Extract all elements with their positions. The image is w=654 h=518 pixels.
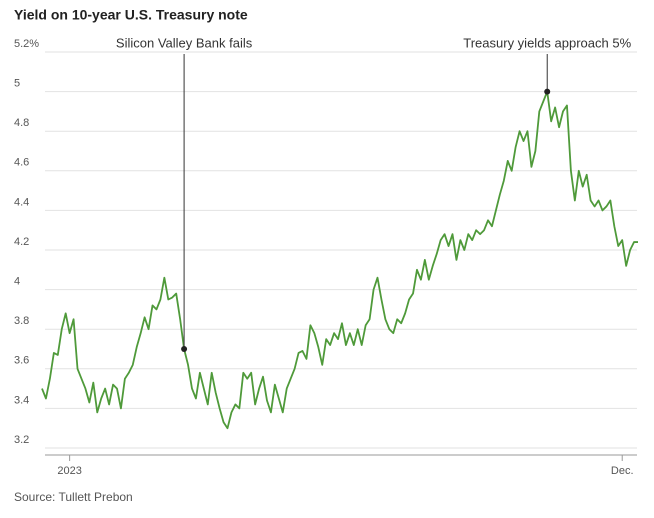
annotation-label: Treasury yields approach 5% [463,35,631,50]
annotation-dot [544,88,551,95]
y-tick-label: 4.4 [14,196,29,208]
line-series [41,90,638,430]
x-tick-label: 2023 [57,465,81,477]
y-tick-label: 4 [14,276,20,288]
y-tick-label: 4.8 [14,117,29,129]
y-tick-label: 4.2 [14,236,29,248]
y-tick-label: 4.6 [14,157,29,169]
chart-title: Yield on 10-year U.S. Treasury note [14,7,248,23]
y-tick-label: 3.4 [14,394,29,406]
y-tick-label: 3.8 [14,315,29,327]
annotation-label: Silicon Valley Bank fails [116,35,253,50]
y-tick-label: 5 [14,78,20,90]
y-tick-label: 3.6 [14,355,29,367]
source: Source: Tullett Prebon [14,490,133,504]
annotation-dot [181,346,188,352]
x-tick-label: Dec. [611,465,634,477]
y-tick-label: 3.2 [14,434,29,446]
y-tick-label: 5.2% [14,38,39,50]
